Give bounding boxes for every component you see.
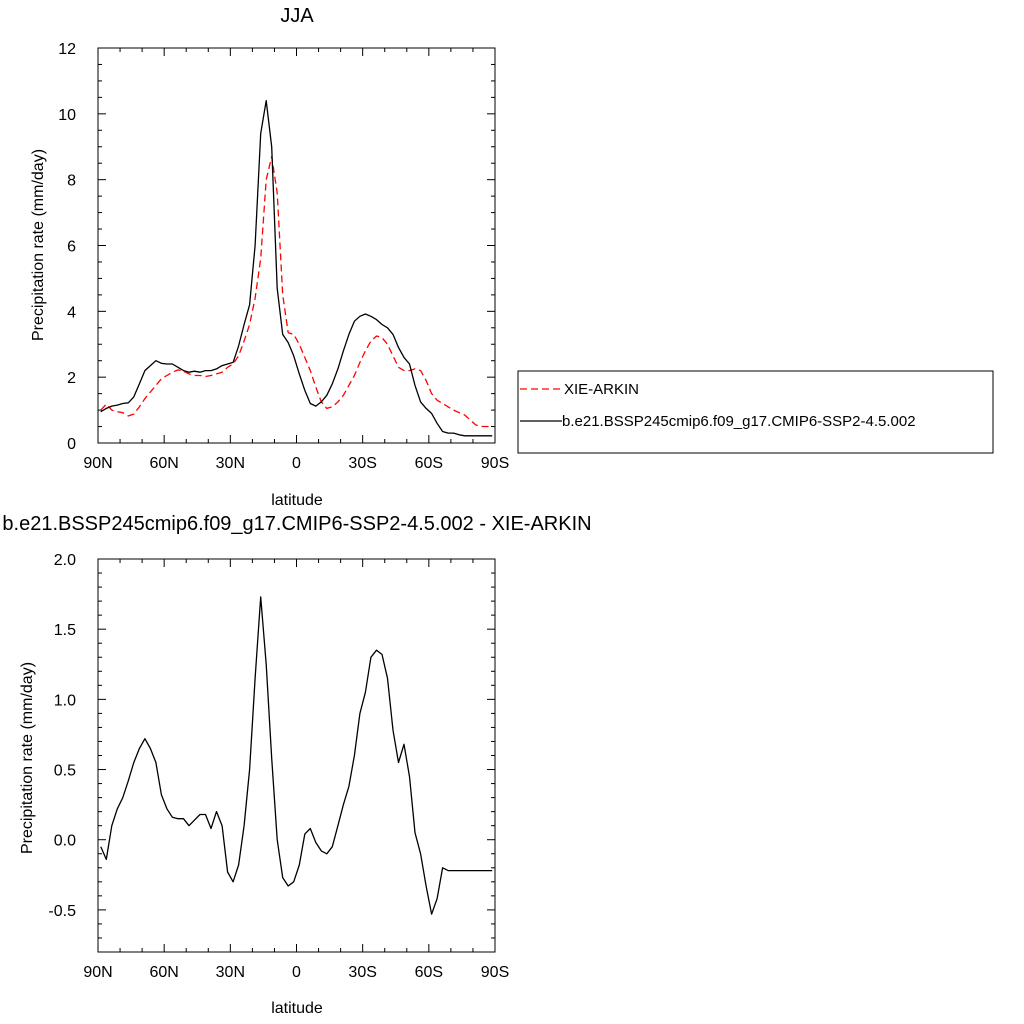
legend: XIE-ARKIN b.e21.BSSP245cmip6.f09_g17.CMI… [517, 370, 994, 454]
x-tick-label: 30N [216, 964, 245, 981]
series-line-difference [100, 596, 493, 915]
y-tick-label: 1.5 [54, 622, 76, 639]
bottom-plot-x-axis-label: latitude [271, 1000, 323, 1017]
y-tick-label: 4 [67, 304, 76, 321]
y-tick-label: 6 [67, 239, 76, 256]
x-tick-label: 0 [292, 964, 301, 981]
bottom-plot-y-axis-label: Precipitation rate (mm/day) [19, 662, 36, 854]
bottom-plot-title: b.e21.BSSP245cmip6.f09_g17.CMIP6-SSP2-4.… [2, 513, 591, 535]
x-tick-label: 90S [481, 964, 509, 981]
legend-box [517, 370, 994, 454]
x-tick-label: 30N [216, 455, 245, 472]
x-tick-label: 90N [83, 964, 112, 981]
y-tick-label: 0.0 [54, 833, 76, 850]
bottom-plot: b.e21.BSSP245cmip6.f09_g17.CMIP6-SSP2-4.… [2, 513, 591, 1017]
y-tick-label: 12 [58, 41, 76, 58]
x-tick-label: 90S [481, 455, 509, 472]
y-tick-label: 10 [58, 107, 76, 124]
y-tick-label: 0 [67, 436, 76, 453]
y-tick-label: 2.0 [54, 552, 76, 569]
x-tick-label: 30S [348, 455, 376, 472]
x-tick-label: 0 [292, 455, 301, 472]
legend-label-model: b.e21.BSSP245cmip6.f09_g17.CMIP6-SSP2-4.… [562, 413, 916, 430]
top-plot-x-axis-label: latitude [271, 492, 323, 509]
bottom-plot-frame [97, 558, 496, 953]
y-tick-label: -0.5 [48, 903, 76, 920]
legend-label-xie-arkin: XIE-ARKIN [564, 381, 639, 398]
x-tick-label: 60N [149, 455, 178, 472]
top-plot: JJA Precipitation rate (mm/day) latitude… [30, 5, 509, 509]
top-plot-y-axis-label: Precipitation rate (mm/day) [30, 149, 47, 341]
x-tick-label: 30S [348, 964, 376, 981]
y-tick-label: 2 [67, 370, 76, 387]
top-plot-frame [97, 47, 496, 444]
y-tick-label: 1.0 [54, 692, 76, 709]
series-line-model [100, 100, 493, 437]
series-line-xie-arkin [100, 155, 493, 428]
x-tick-label: 60S [415, 964, 443, 981]
x-tick-label: 90N [83, 455, 112, 472]
top-plot-title: JJA [280, 5, 314, 27]
y-tick-label: 8 [67, 173, 76, 190]
x-tick-label: 60N [149, 964, 178, 981]
y-tick-label: 0.5 [54, 763, 76, 780]
x-tick-label: 60S [415, 455, 443, 472]
